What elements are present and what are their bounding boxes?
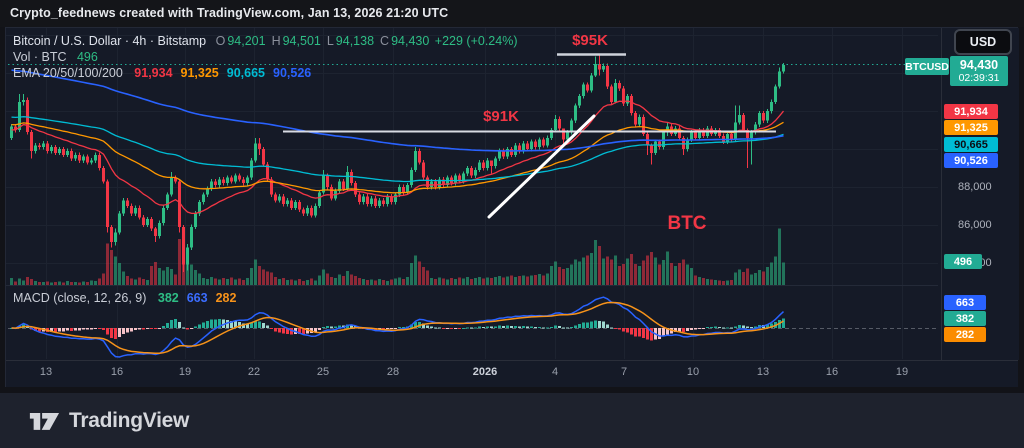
time-scale[interactable] bbox=[6, 360, 1018, 387]
indicator-value: 91,934 bbox=[134, 66, 173, 80]
volume-label: Vol · BTC bbox=[13, 50, 67, 64]
change-value: +229 (+0.24%) bbox=[434, 34, 518, 48]
ohlc-letter: C bbox=[380, 34, 390, 48]
time-axis-label: 13 bbox=[39, 366, 53, 378]
time-axis-label: 13 bbox=[756, 366, 770, 378]
time-axis-label: 10 bbox=[686, 366, 700, 378]
ema-price-badge: 90,665 bbox=[944, 137, 998, 152]
volume-value-badge: 496 bbox=[944, 254, 982, 269]
time-axis-label: 4 bbox=[551, 366, 559, 378]
tradingview-logo-text: TradingView bbox=[69, 408, 190, 432]
ohlc-letter: O bbox=[215, 34, 226, 48]
ohlc-values: O 94,201 H 94,501 L 94,138 C 94,430 bbox=[210, 34, 430, 48]
annotation-95k-label: $95K bbox=[572, 32, 608, 49]
macd-value-badge: 282 bbox=[944, 327, 986, 342]
time-axis-label: 2026 bbox=[472, 366, 498, 378]
ohlc-value: 94,138 bbox=[335, 34, 375, 48]
footer-bar: TradingView bbox=[0, 393, 1024, 448]
time-axis-label: 25 bbox=[316, 366, 330, 378]
attribution-bar: Crypto_feednews created with TradingView… bbox=[0, 0, 1024, 27]
ema-price-badge: 91,934 bbox=[944, 104, 998, 119]
time-axis-label: 19 bbox=[178, 366, 192, 378]
bar-countdown: 02:39:31 bbox=[958, 72, 1000, 85]
macd-value-badge: 663 bbox=[944, 295, 986, 310]
ohlc-value: 94,430 bbox=[391, 34, 430, 48]
indicator-value: 90,665 bbox=[226, 66, 265, 80]
time-axis-label: 7 bbox=[620, 366, 628, 378]
ema-price-badge: 91,325 bbox=[944, 120, 998, 135]
time-axis-label: 28 bbox=[386, 366, 400, 378]
currency-toggle-button[interactable]: USD bbox=[954, 29, 1012, 55]
macd-value-badge: 382 bbox=[944, 311, 986, 326]
ema-label: EMA 20/50/100/200 bbox=[13, 66, 123, 80]
indicator-value: 282 bbox=[215, 291, 237, 305]
macd-legend-row: MACD (close, 12, 26, 9) 382 663 282 bbox=[13, 291, 236, 305]
tradingview-logo[interactable]: TradingView bbox=[28, 407, 189, 434]
indicator-value: 91,325 bbox=[180, 66, 219, 80]
current-price-badge: 94,430 02:39:31 bbox=[950, 56, 1008, 86]
time-axis-label: 19 bbox=[895, 366, 909, 378]
price-tick-label: 88,000 bbox=[958, 181, 992, 193]
time-axis-label: 22 bbox=[247, 366, 261, 378]
indicator-value: 90,526 bbox=[273, 66, 312, 80]
annotation-91k-label: $91K bbox=[483, 108, 519, 125]
macd-values: 382 663 282 bbox=[150, 291, 237, 305]
volume-value: 496 bbox=[76, 50, 98, 64]
volume-legend-row: Vol · BTC 496 bbox=[13, 50, 98, 64]
indicator-value: 663 bbox=[186, 291, 208, 305]
ohlc-letter: L bbox=[326, 34, 334, 48]
tradingview-logo-icon bbox=[29, 412, 60, 430]
indicator-value: 382 bbox=[157, 291, 179, 305]
attribution-text: Crypto_feednews created with TradingView… bbox=[10, 6, 449, 20]
ema-legend-row: EMA 20/50/100/200 91,934 91,325 90,665 90,5… bbox=[13, 66, 311, 80]
macd-label: MACD (close, 12, 26, 9) bbox=[13, 291, 147, 305]
chart-canvas[interactable] bbox=[5, 27, 1018, 387]
ema-price-badge: 90,526 bbox=[944, 153, 998, 168]
price-tick-label: 86,000 bbox=[958, 219, 992, 231]
time-axis-label: 16 bbox=[825, 366, 839, 378]
ohlc-letter: H bbox=[271, 34, 281, 48]
ohlc-value: 94,501 bbox=[282, 34, 321, 48]
btc-watermark: BTC bbox=[667, 213, 707, 234]
symbol-title: Bitcoin / U.S. Dollar · 4h · Bitstamp bbox=[13, 34, 207, 48]
time-axis-label: 16 bbox=[110, 366, 124, 378]
ohlc-value: 94,201 bbox=[227, 34, 266, 48]
symbol-badge: BTCUSD bbox=[905, 58, 949, 75]
ema-values: 91,934 91,325 90,665 90,526 bbox=[126, 66, 311, 80]
current-price: 94,430 bbox=[959, 57, 999, 72]
